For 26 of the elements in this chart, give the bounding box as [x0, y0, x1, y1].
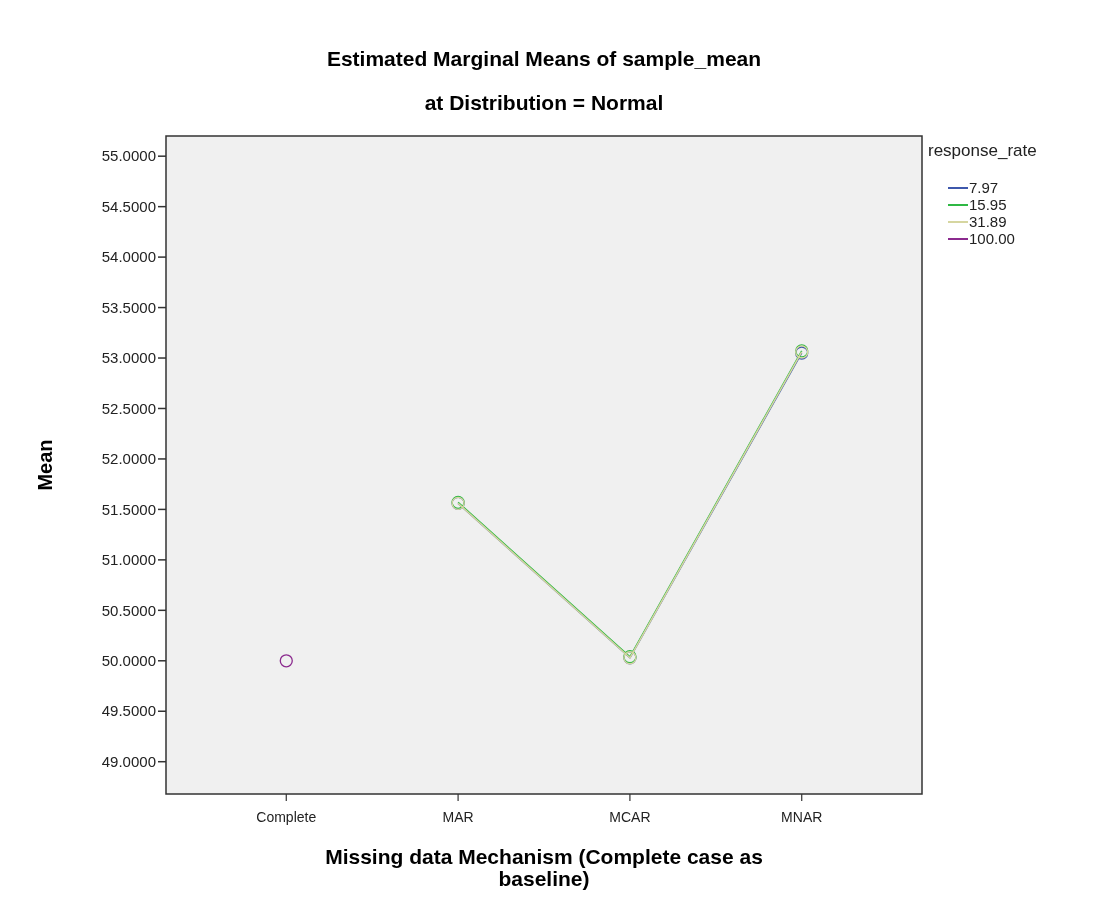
x-axis-title: Missing data Mechanism (Complete case as baseline) [324, 845, 764, 890]
legend-label: 100.00 [969, 230, 1015, 248]
y-tick-label: 54.5000 [101, 197, 156, 215]
x-tick-label: MNAR [781, 809, 823, 825]
y-tick-label: 52.5000 [101, 399, 156, 417]
y-tick-label: 49.5000 [101, 702, 156, 720]
x-tick-label: MCAR [609, 809, 651, 825]
y-tick-label: 49.0000 [101, 752, 156, 770]
y-tick-label: 50.0000 [101, 652, 156, 670]
y-tick-label: 51.0000 [101, 551, 156, 569]
y-tick-label: 52.0000 [101, 450, 156, 468]
y-tick-label: 51.5000 [101, 500, 156, 518]
y-tick-label: 55.0000 [101, 147, 156, 165]
y-tick-label: 53.5000 [101, 298, 156, 316]
legend-label: 31.89 [969, 213, 1007, 231]
chart-subtitle: at Distribution = Normal [424, 91, 664, 114]
y-tick-label: 54.0000 [101, 248, 156, 266]
chart-title: Estimated Marginal Means of sample_mean [326, 47, 762, 70]
x-tick-label: Complete [256, 809, 317, 825]
y-tick-label: 50.5000 [101, 601, 156, 619]
legend-label: 7.97 [969, 179, 999, 197]
y-tick-label: 53.0000 [101, 349, 156, 367]
x-tick-label: MAR [442, 809, 474, 825]
y-axis-title: Mean [34, 439, 56, 491]
legend-label: 15.95 [969, 196, 1007, 214]
legend-title: response_rate [928, 141, 1037, 160]
